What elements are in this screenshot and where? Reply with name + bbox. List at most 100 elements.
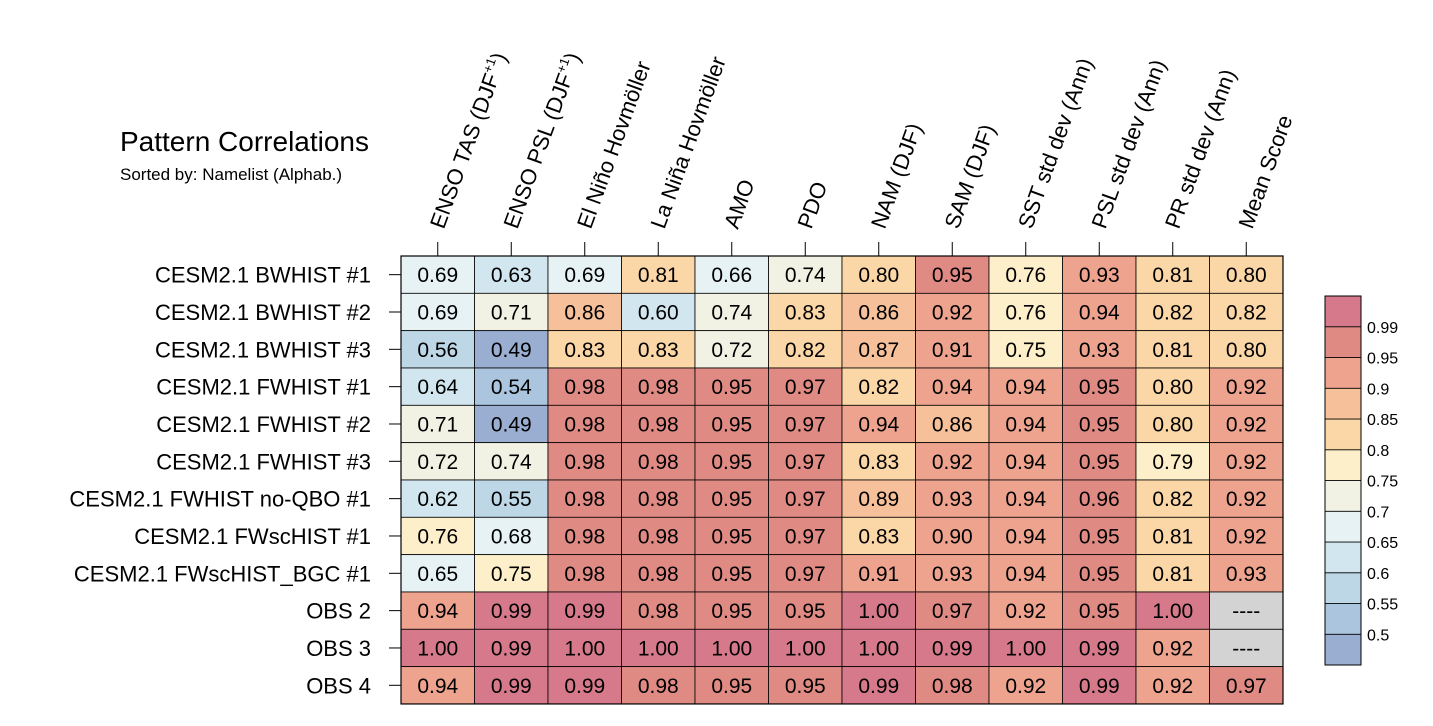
cell-value-label: 0.76 [417, 525, 458, 548]
cell-value-label: 0.82 [1152, 301, 1193, 324]
colorbar-swatch [1324, 572, 1362, 604]
cell-value-label: 0.99 [858, 675, 899, 698]
heatmap-cell [547, 404, 622, 444]
cell-value-label: 0.92 [1226, 376, 1267, 399]
colorbar-swatch [1324, 418, 1362, 451]
cell-value-label: 0.98 [564, 525, 605, 548]
heatmap-cell [1209, 516, 1284, 556]
colorbar-tick-label: 0.7 [1367, 504, 1389, 521]
colorbar-swatch [1324, 633, 1362, 666]
heatmap-cell [1209, 442, 1284, 481]
title-block: Pattern Correlations Sorted by: Namelist… [120, 125, 369, 185]
cell-value-label: 0.94 [1005, 413, 1046, 436]
heatmap-cell [988, 442, 1063, 481]
heatmap-cell [400, 479, 475, 518]
column-label-text: PR std dev (Ann) [1160, 66, 1241, 232]
cell-value-label: 0.94 [1005, 563, 1046, 586]
cell-value-label: 0.94 [1005, 525, 1046, 548]
heatmap-cell [694, 292, 769, 332]
colorbar-tick-label: 0.8 [1367, 443, 1389, 460]
colorbar-tick-label: 0.95 [1367, 351, 1398, 368]
heatmap-cell [841, 330, 916, 369]
heatmap-cell [1062, 255, 1137, 294]
cell-value-label: 0.95 [711, 563, 752, 586]
cell-value-label: 0.75 [1005, 339, 1046, 362]
heatmap-cell [988, 516, 1063, 556]
heatmap-cell [1062, 479, 1137, 518]
cell-value-label: 0.71 [491, 301, 532, 324]
cell-value-label: 0.98 [564, 488, 605, 511]
cell-value-label: 1.00 [858, 637, 899, 660]
cell-value-label: 0.72 [711, 339, 752, 362]
cell-value-label: 0.64 [417, 376, 458, 399]
heatmap-cell [988, 404, 1063, 444]
cell-value-label: 0.99 [564, 675, 605, 698]
cell-value-label: 0.81 [1152, 563, 1193, 586]
row-label: CESM2.1 FWHIST no-QBO #1 [69, 487, 371, 512]
cell-value-label: 0.98 [638, 600, 679, 623]
cell-value-label: 0.98 [638, 675, 679, 698]
row-label: CESM2.1 FWscHIST_BGC #1 [74, 561, 371, 586]
cell-value-label: 0.98 [638, 451, 679, 474]
cell-value-label: 0.98 [638, 525, 679, 548]
heatmap-cell [621, 292, 696, 332]
cell-value-label: 0.80 [1152, 376, 1193, 399]
column-label: ENSO PSL (DJF+1) [498, 49, 586, 232]
column-label-text: Mean Score [1233, 112, 1297, 232]
cell-value-label: ---- [1232, 637, 1260, 660]
column-label-text: PDO [792, 178, 832, 231]
cell-value-label: 0.95 [1079, 563, 1120, 586]
heatmap-cell [694, 516, 769, 556]
cell-value-label: ---- [1232, 600, 1260, 623]
cell-value-label: 1.00 [858, 600, 899, 623]
heatmap-cell [841, 591, 916, 630]
cell-value-label: 1.00 [638, 637, 679, 660]
heatmap-cell [915, 404, 990, 444]
heatmap-cell [915, 554, 990, 593]
cell-value-label: 0.76 [1005, 264, 1046, 287]
cell-value-label: 0.98 [564, 376, 605, 399]
heatmap-cell [1062, 292, 1137, 332]
heatmap-cell [1135, 554, 1210, 593]
cell-value-label: 0.86 [932, 413, 973, 436]
heatmap-cell [400, 628, 475, 668]
heatmap-cell [474, 292, 549, 332]
cell-value-label: 0.66 [711, 264, 752, 287]
cell-value-label: 1.00 [785, 637, 826, 660]
cell-value-label: 0.83 [858, 451, 899, 474]
cell-value-label: 0.95 [1079, 525, 1120, 548]
cell-value-label: 0.98 [638, 563, 679, 586]
cell-value-label: 0.99 [491, 637, 532, 660]
heatmap-cell [1209, 367, 1284, 406]
heatmap-cell [547, 628, 622, 668]
colorbar-border [1324, 295, 1362, 666]
heatmap-cell [1135, 479, 1210, 518]
column-label: PDO [792, 178, 832, 231]
cell-value-label: 0.90 [932, 525, 973, 548]
cell-value-label: 0.98 [564, 413, 605, 436]
cell-value-label: 0.69 [417, 264, 458, 287]
cell-value-label: 1.00 [711, 637, 752, 660]
heatmap-cell [988, 628, 1063, 668]
column-label: NAM (DJF) [866, 120, 927, 232]
heatmap-cell [621, 516, 696, 556]
heatmap-cell [400, 591, 475, 630]
column-label-text: PSL std dev (Ann) [1086, 56, 1170, 232]
column-label-text: ENSO PSL (DJF [498, 70, 577, 232]
colorbar-swatch [1324, 295, 1362, 328]
heatmap-cell [547, 330, 622, 369]
heatmap-cell [1062, 554, 1137, 593]
cell-value-label: 0.99 [491, 675, 532, 698]
cell-value-label: 0.49 [491, 339, 532, 362]
cell-value-label: 0.71 [417, 413, 458, 436]
cell-value-label: 0.86 [564, 301, 605, 324]
heatmap-cell [400, 442, 475, 481]
cell-value-label: 0.98 [564, 451, 605, 474]
heatmap-cell [988, 554, 1063, 593]
cell-value-label: 0.94 [417, 600, 458, 623]
heatmap-cell [400, 554, 475, 593]
heatmap-cell [841, 442, 916, 481]
cell-value-label: 0.68 [491, 525, 532, 548]
cell-value-label: 0.56 [417, 339, 458, 362]
heatmap-cell [547, 479, 622, 518]
